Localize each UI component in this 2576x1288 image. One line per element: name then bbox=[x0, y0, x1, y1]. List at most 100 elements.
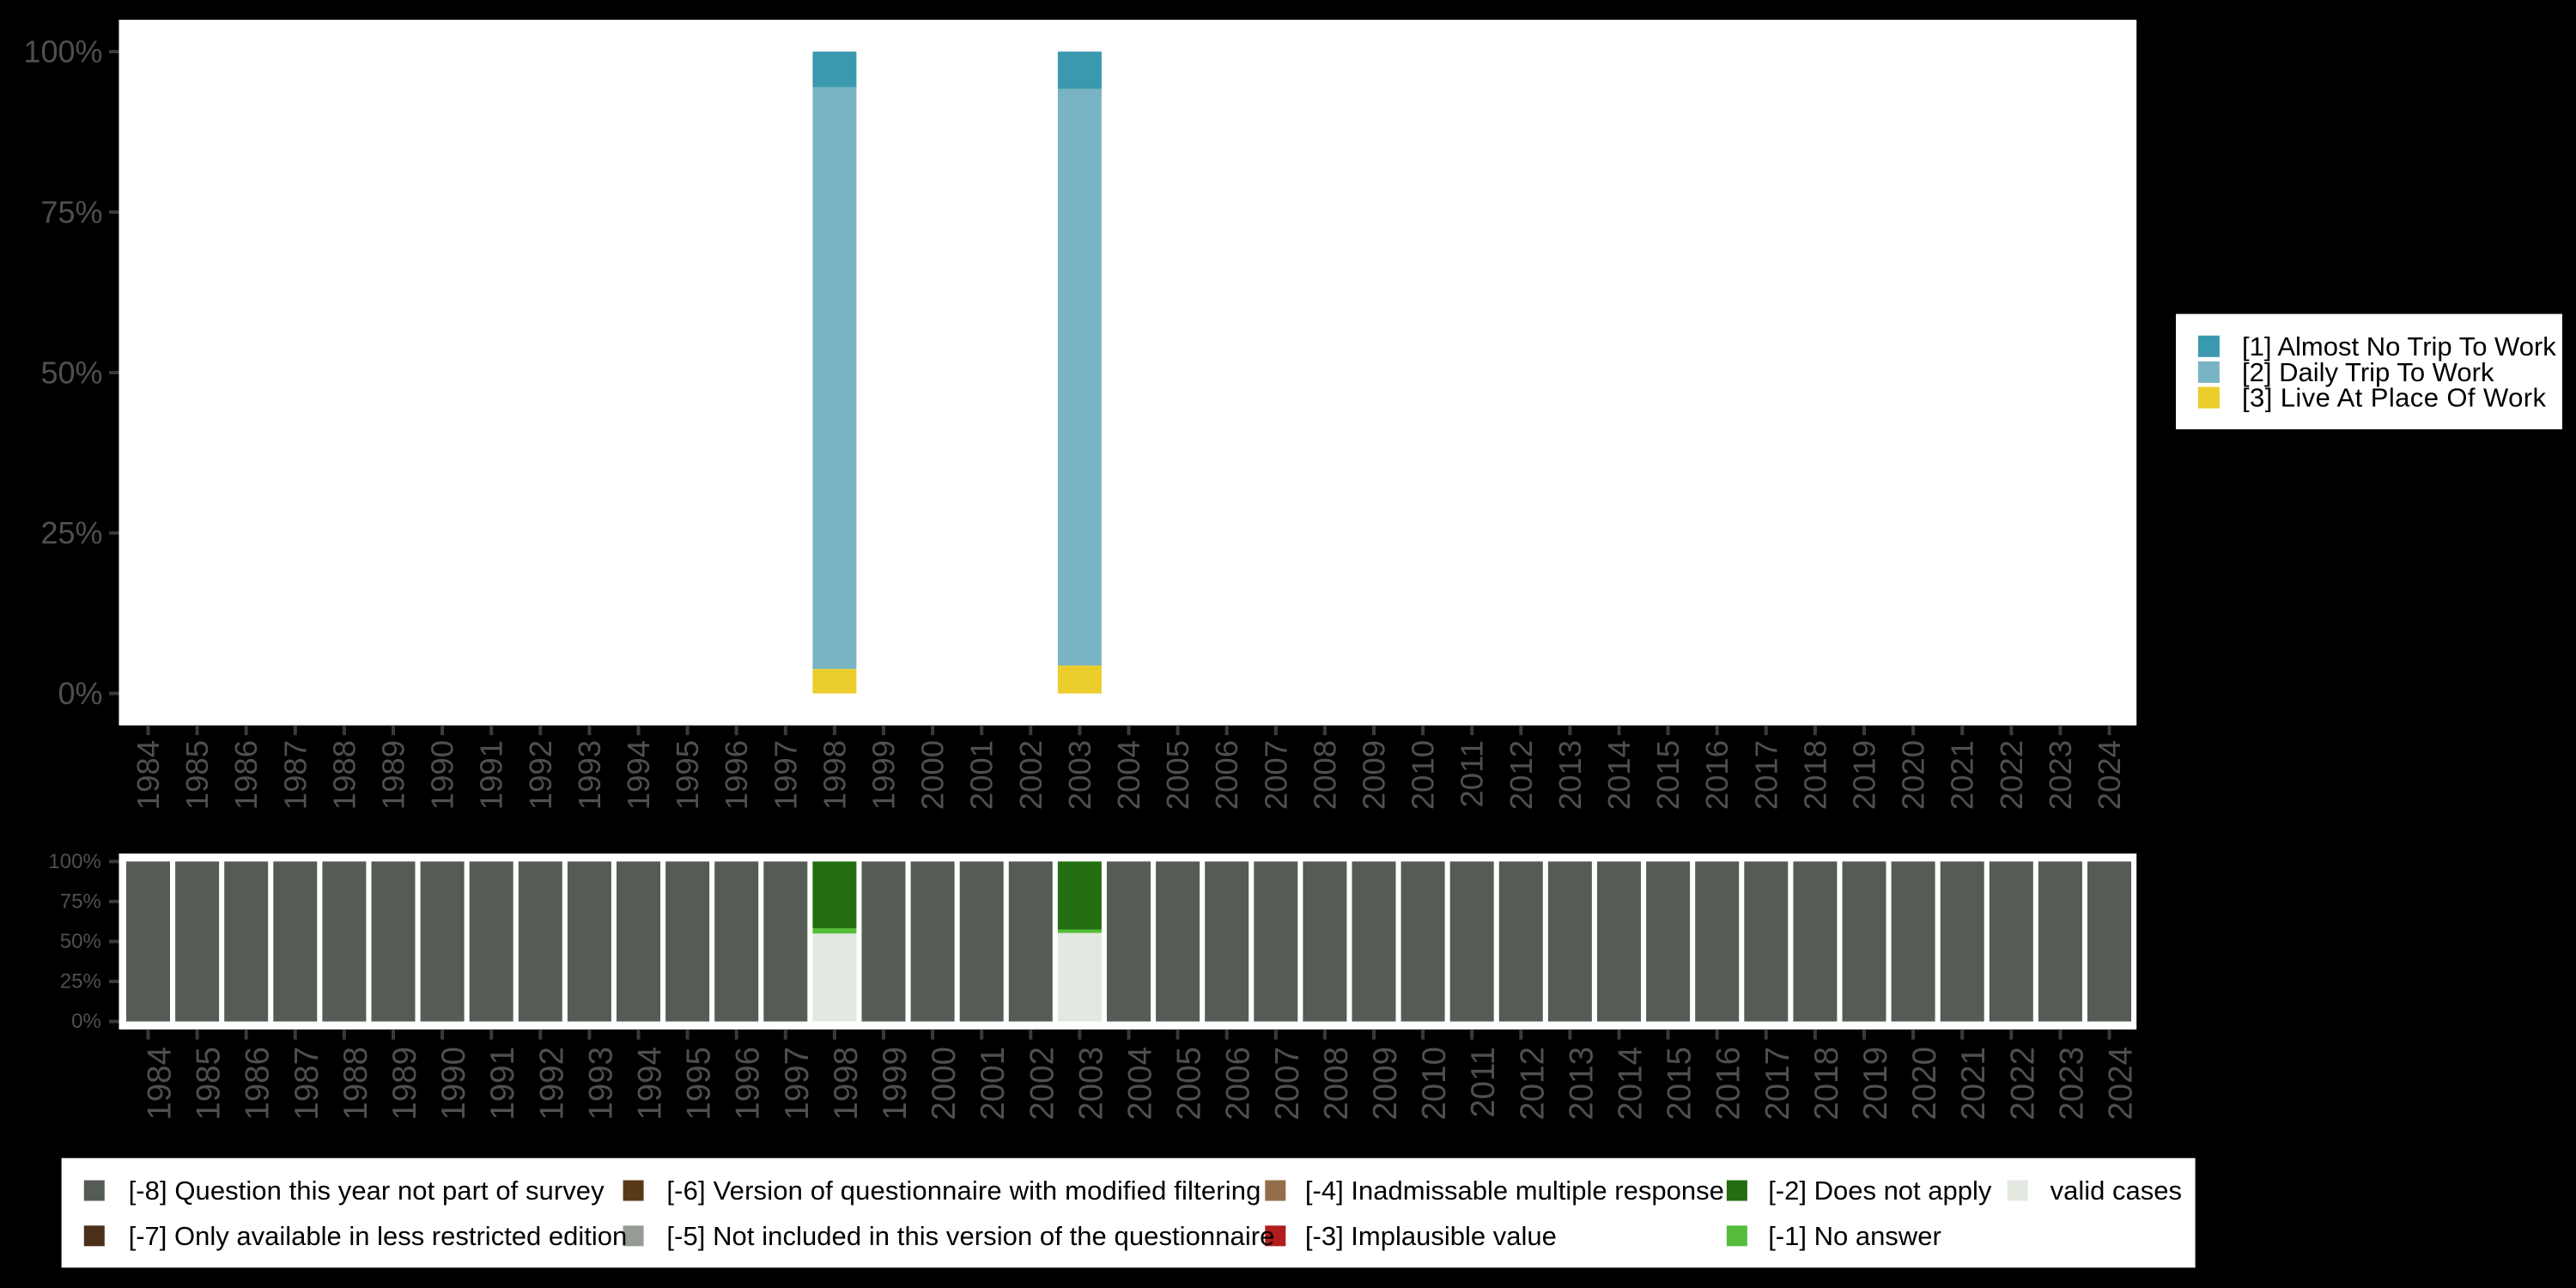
svg-text:1990: 1990 bbox=[425, 740, 460, 810]
svg-text:1994: 1994 bbox=[621, 740, 656, 810]
svg-text:2013: 2013 bbox=[1552, 740, 1588, 810]
svg-text:[-6] Version of questionnaire: [-6] Version of questionnaire with modif… bbox=[666, 1176, 1261, 1206]
svg-text:[-2] Does not apply: [-2] Does not apply bbox=[1768, 1176, 1992, 1206]
svg-text:1987: 1987 bbox=[277, 740, 313, 810]
svg-text:1997: 1997 bbox=[779, 1047, 816, 1121]
svg-text:2005: 2005 bbox=[1171, 1047, 1208, 1121]
svg-text:2013: 2013 bbox=[1563, 1047, 1600, 1121]
svg-text:1994: 1994 bbox=[632, 1047, 669, 1121]
svg-text:100%: 100% bbox=[23, 34, 102, 70]
svg-text:2019: 2019 bbox=[1847, 740, 1882, 810]
svg-text:2009: 2009 bbox=[1367, 1047, 1404, 1121]
svg-text:1996: 1996 bbox=[730, 1047, 767, 1121]
svg-text:1987: 1987 bbox=[289, 1047, 325, 1121]
svg-text:2007: 2007 bbox=[1258, 740, 1293, 810]
svg-text:2003: 2003 bbox=[1062, 740, 1097, 810]
svg-text:25%: 25% bbox=[60, 970, 101, 993]
svg-text:[-8] Question this year not pa: [-8] Question this year not part of surv… bbox=[129, 1176, 605, 1206]
svg-text:2004: 2004 bbox=[1122, 1047, 1159, 1121]
svg-text:2001: 2001 bbox=[975, 1047, 1012, 1121]
svg-text:0%: 0% bbox=[71, 1010, 101, 1033]
svg-text:[-4] Inadmissable multiple res: [-4] Inadmissable multiple response bbox=[1305, 1176, 1724, 1206]
svg-text:1995: 1995 bbox=[670, 740, 705, 810]
svg-text:1993: 1993 bbox=[582, 1047, 619, 1121]
svg-text:2012: 2012 bbox=[1504, 740, 1539, 810]
svg-text:2007: 2007 bbox=[1269, 1047, 1306, 1121]
svg-text:2005: 2005 bbox=[1160, 740, 1195, 810]
svg-text:50%: 50% bbox=[40, 355, 102, 390]
svg-text:2006: 2006 bbox=[1209, 740, 1244, 810]
svg-text:2015: 2015 bbox=[1662, 1047, 1698, 1121]
svg-text:1984: 1984 bbox=[142, 1047, 179, 1121]
svg-text:2010: 2010 bbox=[1416, 1047, 1453, 1121]
svg-text:1993: 1993 bbox=[572, 740, 607, 810]
svg-text:1991: 1991 bbox=[484, 1047, 521, 1121]
svg-text:1989: 1989 bbox=[376, 740, 411, 810]
svg-text:2002: 2002 bbox=[1013, 740, 1048, 810]
svg-text:2020: 2020 bbox=[1896, 740, 1931, 810]
svg-text:[3] Live At Place Of Work: [3] Live At Place Of Work bbox=[2242, 383, 2547, 413]
svg-text:1992: 1992 bbox=[533, 1047, 570, 1121]
svg-text:1988: 1988 bbox=[337, 1047, 374, 1121]
svg-text:1989: 1989 bbox=[386, 1047, 423, 1121]
svg-text:100%: 100% bbox=[48, 850, 100, 873]
svg-text:2016: 2016 bbox=[1710, 1047, 1747, 1121]
svg-text:2016: 2016 bbox=[1699, 740, 1735, 810]
svg-text:1986: 1986 bbox=[240, 1047, 276, 1121]
svg-text:2004: 2004 bbox=[1111, 740, 1146, 810]
svg-text:1999: 1999 bbox=[866, 740, 902, 810]
svg-text:1998: 1998 bbox=[828, 1047, 865, 1121]
svg-text:2020: 2020 bbox=[1906, 1047, 1943, 1121]
svg-text:2006: 2006 bbox=[1220, 1047, 1257, 1121]
svg-text:2008: 2008 bbox=[1307, 740, 1342, 810]
svg-text:0%: 0% bbox=[58, 676, 102, 711]
svg-text:2017: 2017 bbox=[1759, 1047, 1796, 1121]
svg-text:[-3] Implausible value: [-3] Implausible value bbox=[1305, 1221, 1557, 1251]
svg-text:[1] Almost No Trip To Work: [1] Almost No Trip To Work bbox=[2242, 331, 2556, 361]
svg-text:2003: 2003 bbox=[1072, 1047, 1109, 1121]
svg-text:[-1] No answer: [-1] No answer bbox=[1768, 1221, 1941, 1251]
svg-text:2001: 2001 bbox=[964, 740, 999, 810]
svg-text:1992: 1992 bbox=[523, 740, 558, 810]
svg-text:2022: 2022 bbox=[1994, 740, 2029, 810]
svg-text:25%: 25% bbox=[40, 515, 102, 550]
svg-text:1997: 1997 bbox=[768, 740, 803, 810]
svg-text:2022: 2022 bbox=[2004, 1047, 2041, 1121]
svg-text:2010: 2010 bbox=[1406, 740, 1441, 810]
svg-text:2023: 2023 bbox=[2053, 1047, 2090, 1121]
svg-text:2021: 2021 bbox=[1945, 740, 1980, 810]
svg-text:[2] Daily Trip To Work: [2] Daily Trip To Work bbox=[2242, 357, 2494, 387]
svg-text:2023: 2023 bbox=[2043, 740, 2078, 810]
svg-text:1985: 1985 bbox=[191, 1047, 228, 1121]
svg-text:[-7] Only available in less re: [-7] Only available in less restricted e… bbox=[129, 1221, 628, 1251]
svg-text:2019: 2019 bbox=[1857, 1047, 1894, 1121]
svg-text:2014: 2014 bbox=[1613, 1047, 1649, 1121]
svg-text:2018: 2018 bbox=[1797, 740, 1832, 810]
svg-text:1986: 1986 bbox=[228, 740, 264, 810]
svg-text:1988: 1988 bbox=[326, 740, 361, 810]
svg-text:1984: 1984 bbox=[131, 740, 166, 810]
svg-text:2014: 2014 bbox=[1601, 740, 1637, 810]
svg-text:1995: 1995 bbox=[681, 1047, 718, 1121]
svg-text:2017: 2017 bbox=[1748, 740, 1783, 810]
svg-text:1991: 1991 bbox=[474, 740, 509, 810]
svg-text:2018: 2018 bbox=[1808, 1047, 1845, 1121]
svg-text:2002: 2002 bbox=[1024, 1047, 1060, 1121]
svg-text:valid cases: valid cases bbox=[2050, 1176, 2182, 1206]
svg-text:1990: 1990 bbox=[435, 1047, 472, 1121]
svg-text:1985: 1985 bbox=[179, 740, 215, 810]
svg-text:50%: 50% bbox=[60, 930, 101, 953]
svg-text:1996: 1996 bbox=[719, 740, 754, 810]
svg-text:2011: 2011 bbox=[1455, 740, 1490, 808]
svg-text:75%: 75% bbox=[40, 195, 102, 230]
svg-text:2012: 2012 bbox=[1514, 1047, 1551, 1121]
svg-text:2015: 2015 bbox=[1650, 740, 1686, 810]
svg-text:75%: 75% bbox=[60, 890, 101, 913]
svg-text:1999: 1999 bbox=[877, 1047, 914, 1121]
svg-text:2024: 2024 bbox=[2092, 740, 2127, 810]
svg-text:2024: 2024 bbox=[2103, 1047, 2140, 1121]
svg-text:2009: 2009 bbox=[1357, 740, 1392, 810]
svg-text:1998: 1998 bbox=[817, 740, 852, 810]
svg-text:2011: 2011 bbox=[1465, 1047, 1502, 1118]
svg-text:2021: 2021 bbox=[1955, 1047, 1992, 1121]
